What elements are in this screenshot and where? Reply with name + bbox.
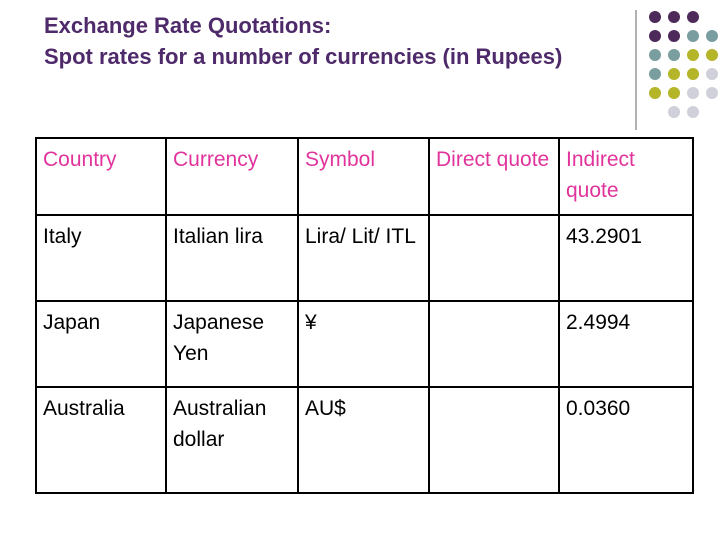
dot-grid: [649, 11, 718, 118]
table-cell: ¥: [297, 300, 430, 388]
decoration: [635, 10, 718, 130]
table-row: Italy Italian lira Lira/ Lit/ ITL 43.2901: [35, 214, 694, 302]
table-cell: Currency: [165, 137, 299, 216]
table-cell: Italy: [35, 214, 167, 302]
table-cell: 2.4994: [558, 300, 694, 388]
table-cell: Lira/ Lit/ ITL: [297, 214, 430, 302]
table-cell: Australian dollar: [165, 386, 299, 494]
table-cell: [428, 214, 560, 302]
table-row: Country Currency Symbol Direct quote Indirec…: [35, 137, 694, 216]
title-line: Exchange Rate Quotations:: [44, 13, 332, 38]
table-row: Australia Australian dollar AU$ 0.0360: [35, 386, 694, 494]
table-cell: 0.0360: [558, 386, 694, 494]
table-cell: 43.2901: [558, 214, 694, 302]
table-cell: [428, 386, 560, 494]
rates-table: Country Currency Symbol Direct quote Indirec…: [35, 137, 694, 494]
table-cell: Indirect quote: [558, 137, 694, 216]
table-cell: [428, 300, 560, 388]
title-line: Spot rates for a number of currencies (i…: [44, 44, 563, 69]
table-cell: Symbol: [297, 137, 430, 216]
table-cell: Direct quote: [428, 137, 560, 216]
table-row: Japan Japanese Yen ¥2.4994: [35, 300, 694, 388]
table-cell: AU$: [297, 386, 430, 494]
table-cell: Japan: [35, 300, 167, 388]
table-cell: Japanese Yen: [165, 300, 299, 388]
table-cell: Country: [35, 137, 167, 216]
table-cell: Australia: [35, 386, 167, 494]
slide-title: Exchange Rate Quotations: Spot rates for…: [44, 10, 614, 72]
table-cell: Italian lira: [165, 214, 299, 302]
